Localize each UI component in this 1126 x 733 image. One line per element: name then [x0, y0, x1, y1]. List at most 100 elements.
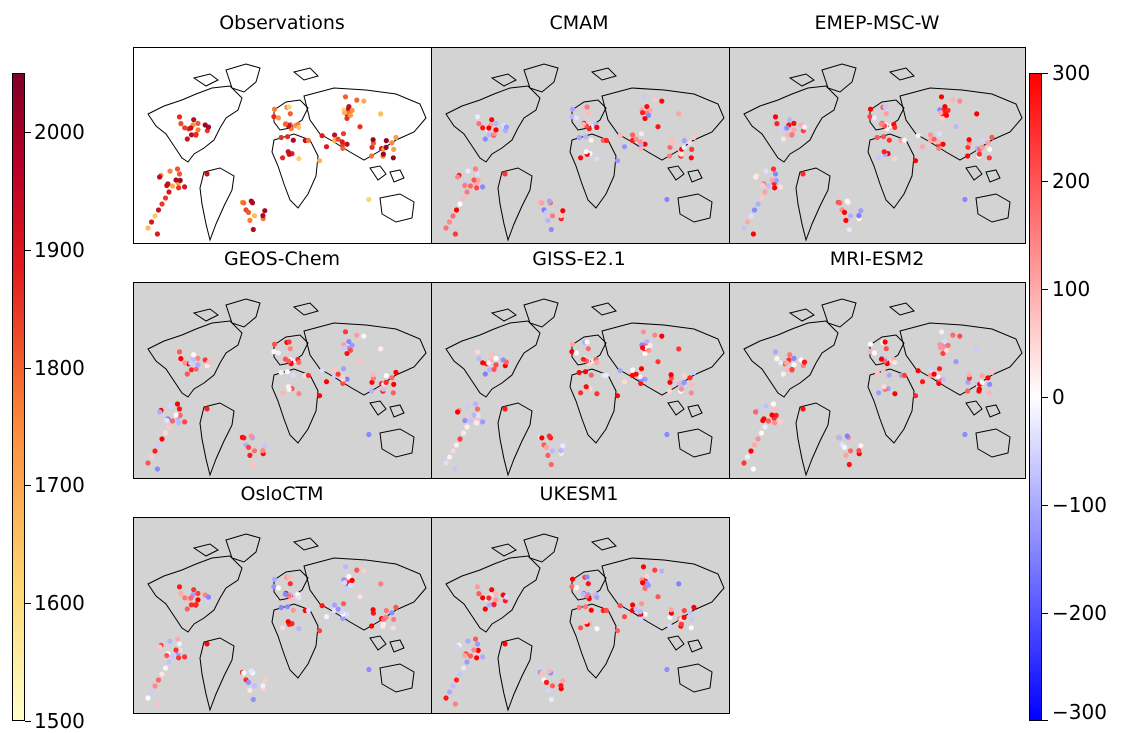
- station-dot: [176, 349, 183, 355]
- station-dot: [344, 350, 350, 356]
- station-dot: [843, 452, 849, 458]
- station-dot: [773, 177, 779, 183]
- station-dot: [154, 701, 160, 707]
- station-dot: [176, 420, 182, 426]
- station-dot: [503, 124, 510, 130]
- station-dot: [474, 185, 480, 191]
- station-dot: [576, 134, 582, 141]
- station-dot: [162, 195, 169, 201]
- station-dot: [188, 360, 194, 366]
- station-dot: [145, 695, 151, 701]
- station-dot: [357, 359, 363, 365]
- station-dot: [569, 114, 575, 120]
- station-dot: [645, 112, 652, 118]
- station-dot: [476, 591, 482, 597]
- station-dot: [316, 393, 323, 399]
- station-dot: [369, 623, 375, 629]
- station-dot: [443, 460, 449, 466]
- station-dot: [148, 219, 155, 225]
- station-dot: [772, 114, 779, 120]
- station-dot: [943, 347, 950, 353]
- station-dot: [668, 372, 674, 378]
- station-dot: [316, 628, 323, 634]
- station-dot: [176, 655, 182, 661]
- station-dot: [883, 111, 889, 117]
- station-dot: [482, 371, 488, 377]
- station-dot: [928, 132, 934, 138]
- station-dot: [676, 346, 682, 352]
- station-dot: [167, 638, 173, 644]
- colorbar-tick-mark: [25, 485, 31, 486]
- station-dot: [285, 619, 291, 625]
- coastline: [273, 99, 309, 131]
- station-dot: [340, 615, 346, 621]
- station-dot: [985, 375, 991, 381]
- station-dot: [475, 177, 481, 183]
- station-dot: [465, 168, 471, 174]
- station-dot: [681, 379, 687, 385]
- station-dot: [154, 466, 160, 472]
- station-dot: [340, 601, 347, 607]
- station-dot: [474, 349, 481, 355]
- station-dot: [755, 201, 761, 207]
- station-dot: [578, 390, 584, 396]
- station-dot: [966, 372, 972, 378]
- station-dot: [465, 638, 471, 644]
- station-dot: [176, 171, 183, 177]
- station-dot: [762, 424, 768, 430]
- station-dot: [594, 124, 600, 130]
- station-dot: [585, 346, 591, 352]
- coastline: [888, 67, 915, 81]
- station-dot: [193, 366, 199, 372]
- station-dot: [965, 379, 971, 385]
- station-dot: [453, 207, 460, 213]
- station-dot: [741, 225, 747, 231]
- colorbar-tick-label: 1900: [34, 238, 85, 262]
- station-dot: [843, 217, 849, 223]
- station-dot: [489, 352, 495, 358]
- station-dot: [583, 149, 589, 155]
- station-dot: [323, 614, 330, 620]
- station-dot: [260, 448, 266, 454]
- station-dot: [369, 153, 375, 159]
- station-dot: [450, 213, 456, 219]
- station-dot: [462, 417, 468, 424]
- station-dot: [791, 362, 797, 368]
- colorbar-tick-mark: [1042, 613, 1048, 614]
- station-dot: [176, 406, 183, 412]
- station-dot: [467, 653, 474, 659]
- station-dot: [474, 171, 481, 177]
- station-dot: [640, 329, 647, 335]
- station-dot: [580, 356, 586, 362]
- coastline: [379, 428, 415, 458]
- station-dot: [480, 654, 486, 660]
- station-dot: [837, 200, 843, 206]
- station-dot: [482, 606, 488, 612]
- station-dot: [867, 341, 874, 347]
- station-dot: [474, 641, 481, 647]
- station-dot: [182, 654, 188, 660]
- coastline: [743, 320, 839, 398]
- station-dot: [173, 412, 179, 418]
- station-dot: [940, 141, 946, 147]
- station-dot: [191, 352, 197, 358]
- station-dot: [560, 208, 566, 214]
- station-dot: [446, 219, 453, 225]
- station-dot: [637, 609, 643, 615]
- map-svg: [432, 48, 729, 243]
- station-dot: [974, 346, 980, 352]
- station-dot: [486, 132, 493, 138]
- station-dot: [582, 134, 589, 140]
- station-dot: [349, 107, 355, 113]
- station-dot: [578, 625, 584, 631]
- station-dot: [177, 647, 183, 653]
- station-dot: [474, 655, 480, 661]
- coastline: [490, 308, 517, 322]
- station-dot: [791, 355, 797, 361]
- station-dot: [188, 602, 195, 608]
- station-dot: [760, 182, 766, 189]
- station-dot: [617, 133, 623, 139]
- station-dot: [640, 580, 646, 586]
- station-dot: [251, 683, 258, 689]
- station-dot: [493, 597, 499, 603]
